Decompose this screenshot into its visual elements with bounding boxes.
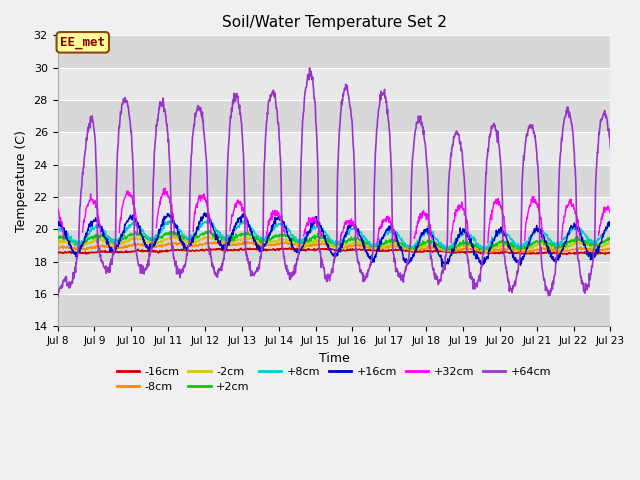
-16cm xyxy=(420,249,428,254)
-2cm xyxy=(541,242,549,248)
-2cm xyxy=(607,240,614,245)
Bar xyxy=(58,229,611,262)
+16cm xyxy=(420,227,428,233)
+2cm xyxy=(493,242,500,248)
+16cm xyxy=(607,221,614,227)
-16cm xyxy=(177,247,184,253)
Line: -8cm: -8cm xyxy=(58,241,611,253)
+64cm xyxy=(493,133,500,139)
Bar xyxy=(58,262,611,294)
+8cm xyxy=(239,218,246,224)
-2cm xyxy=(493,244,500,250)
+16cm xyxy=(201,210,209,216)
-2cm xyxy=(177,237,184,242)
Bar xyxy=(58,197,611,229)
-16cm xyxy=(163,249,171,255)
+16cm xyxy=(239,214,246,219)
-2cm xyxy=(239,237,246,243)
-8cm xyxy=(483,251,490,256)
Bar xyxy=(58,100,611,132)
+64cm xyxy=(607,145,614,151)
Legend: -16cm, -8cm, -2cm, +2cm, +8cm, +16cm, +32cm, +64cm: -16cm, -8cm, -2cm, +2cm, +8cm, +16cm, +3… xyxy=(112,362,556,396)
Line: -16cm: -16cm xyxy=(58,248,611,254)
-8cm xyxy=(177,240,184,246)
Text: EE_met: EE_met xyxy=(60,36,106,49)
-8cm xyxy=(239,240,246,246)
+2cm xyxy=(239,232,246,238)
+16cm xyxy=(54,220,61,226)
Line: -2cm: -2cm xyxy=(58,237,611,252)
+64cm xyxy=(420,138,428,144)
+8cm xyxy=(541,233,549,239)
+8cm xyxy=(493,232,500,238)
+8cm xyxy=(607,224,614,229)
+32cm xyxy=(607,210,614,216)
-8cm xyxy=(607,245,614,251)
Y-axis label: Temperature (C): Temperature (C) xyxy=(15,130,28,232)
X-axis label: Time: Time xyxy=(319,352,349,365)
+8cm xyxy=(442,248,450,254)
+8cm xyxy=(163,221,171,227)
-2cm xyxy=(163,237,171,243)
+8cm xyxy=(420,233,428,239)
-16cm xyxy=(54,250,61,255)
+16cm xyxy=(541,240,549,245)
+8cm xyxy=(177,228,185,234)
+16cm xyxy=(438,264,445,270)
+32cm xyxy=(420,210,428,216)
-2cm xyxy=(54,241,61,247)
-8cm xyxy=(420,246,428,252)
+2cm xyxy=(480,248,488,253)
+64cm xyxy=(54,294,61,300)
+64cm xyxy=(54,288,61,293)
-8cm xyxy=(493,247,500,252)
+2cm xyxy=(206,228,214,233)
+64cm xyxy=(177,270,185,276)
+2cm xyxy=(541,240,549,245)
+64cm xyxy=(239,141,246,146)
+16cm xyxy=(493,233,500,239)
-8cm xyxy=(54,245,61,251)
-2cm xyxy=(420,244,428,250)
+2cm xyxy=(607,234,614,240)
-16cm xyxy=(290,245,298,251)
-2cm xyxy=(205,234,213,240)
+64cm xyxy=(306,65,314,71)
+32cm xyxy=(164,193,172,199)
-8cm xyxy=(541,247,549,252)
Bar xyxy=(58,68,611,100)
Line: +64cm: +64cm xyxy=(58,68,611,297)
+32cm xyxy=(493,201,500,206)
Bar xyxy=(58,165,611,197)
-2cm xyxy=(483,249,490,255)
Bar xyxy=(58,294,611,326)
+2cm xyxy=(420,240,428,246)
Line: +2cm: +2cm xyxy=(58,230,611,251)
Bar xyxy=(58,36,611,68)
Line: +16cm: +16cm xyxy=(58,213,611,267)
+64cm xyxy=(541,288,549,293)
+16cm xyxy=(177,234,184,240)
+2cm xyxy=(163,231,171,237)
+16cm xyxy=(163,214,171,220)
-8cm xyxy=(163,241,171,247)
+64cm xyxy=(164,129,172,135)
+32cm xyxy=(239,204,246,210)
+32cm xyxy=(54,205,61,211)
Line: +8cm: +8cm xyxy=(58,219,611,251)
Line: +32cm: +32cm xyxy=(58,188,611,245)
+8cm xyxy=(168,216,176,222)
-16cm xyxy=(563,252,570,257)
-16cm xyxy=(607,250,614,255)
-8cm xyxy=(243,238,251,244)
-16cm xyxy=(493,250,500,256)
Bar xyxy=(58,132,611,165)
+8cm xyxy=(54,227,61,233)
-16cm xyxy=(239,247,246,253)
+2cm xyxy=(177,232,184,238)
Title: Soil/Water Temperature Set 2: Soil/Water Temperature Set 2 xyxy=(221,15,447,30)
-16cm xyxy=(541,249,549,255)
+2cm xyxy=(54,235,61,241)
